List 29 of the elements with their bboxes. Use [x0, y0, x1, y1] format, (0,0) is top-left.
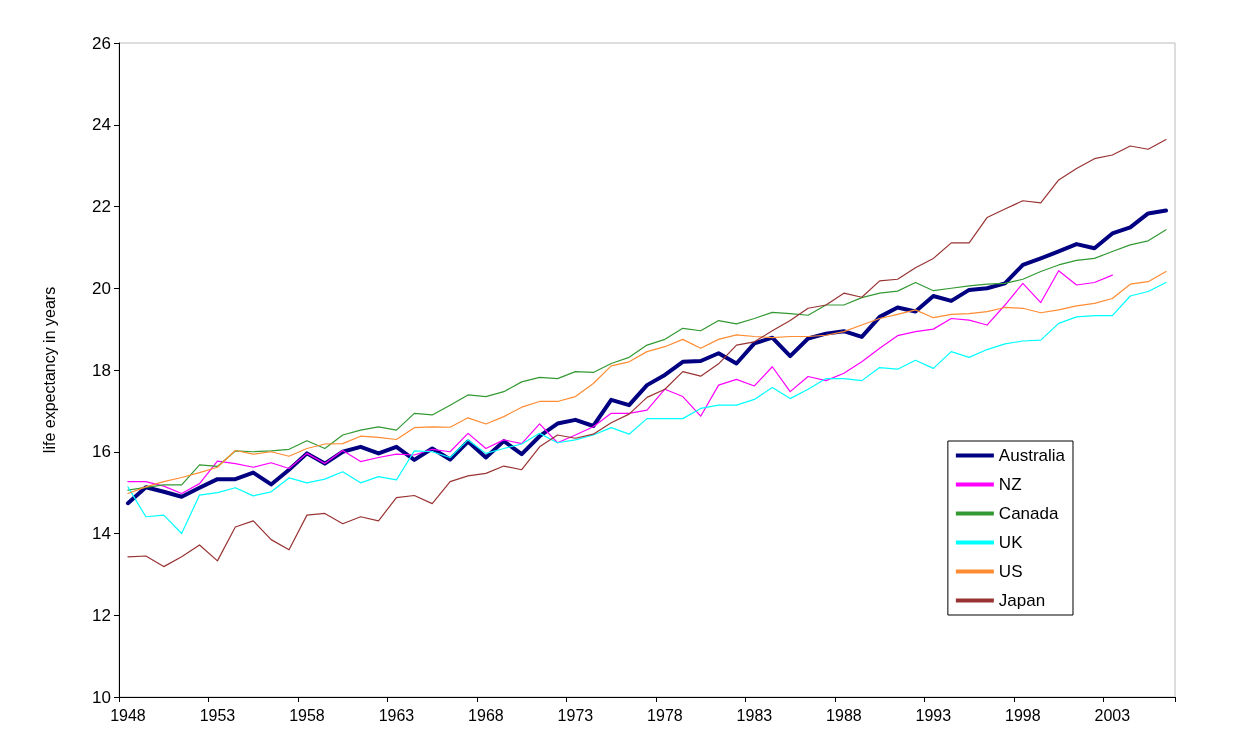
legend-label: Canada: [998, 504, 1059, 523]
y-tick-label: 12: [92, 605, 111, 625]
x-tick-label: 1983: [736, 706, 773, 724]
x-tick-label: 2003: [1094, 706, 1131, 724]
x-tick-label: 1963: [378, 706, 415, 724]
y-tick-label: 22: [92, 197, 111, 216]
legend-label: UK: [998, 533, 1024, 552]
x-tick-label: 1978: [647, 706, 683, 724]
x-tick-label: 1993: [915, 706, 952, 724]
y-tick-label: 26: [92, 33, 111, 53]
line-series: [127, 281, 1167, 535]
x-tick-label: 1998: [1005, 706, 1041, 724]
y-tick-label: 18: [92, 360, 111, 380]
x-tick-label: 1988: [826, 706, 862, 724]
y-tick-label: 20: [92, 278, 111, 298]
y-tick-label: 24: [92, 115, 111, 135]
legend-label: Japan: [998, 591, 1046, 610]
y-tick-label: 14: [92, 524, 111, 543]
y-tick-label: 10: [92, 687, 111, 707]
legend-label: NZ: [998, 475, 1022, 494]
y-axis-title: life expectancy in years: [40, 286, 58, 454]
x-tick-label: 1958: [289, 706, 325, 724]
legend-label: Australia: [998, 446, 1066, 465]
x-tick-label: 1968: [468, 706, 504, 724]
x-tick-label: 1948: [110, 706, 146, 724]
x-tick-label: 1953: [199, 706, 236, 724]
y-tick-label: 16: [92, 442, 111, 462]
x-tick-label: 1973: [557, 706, 594, 724]
legend-label: US: [998, 562, 1023, 581]
